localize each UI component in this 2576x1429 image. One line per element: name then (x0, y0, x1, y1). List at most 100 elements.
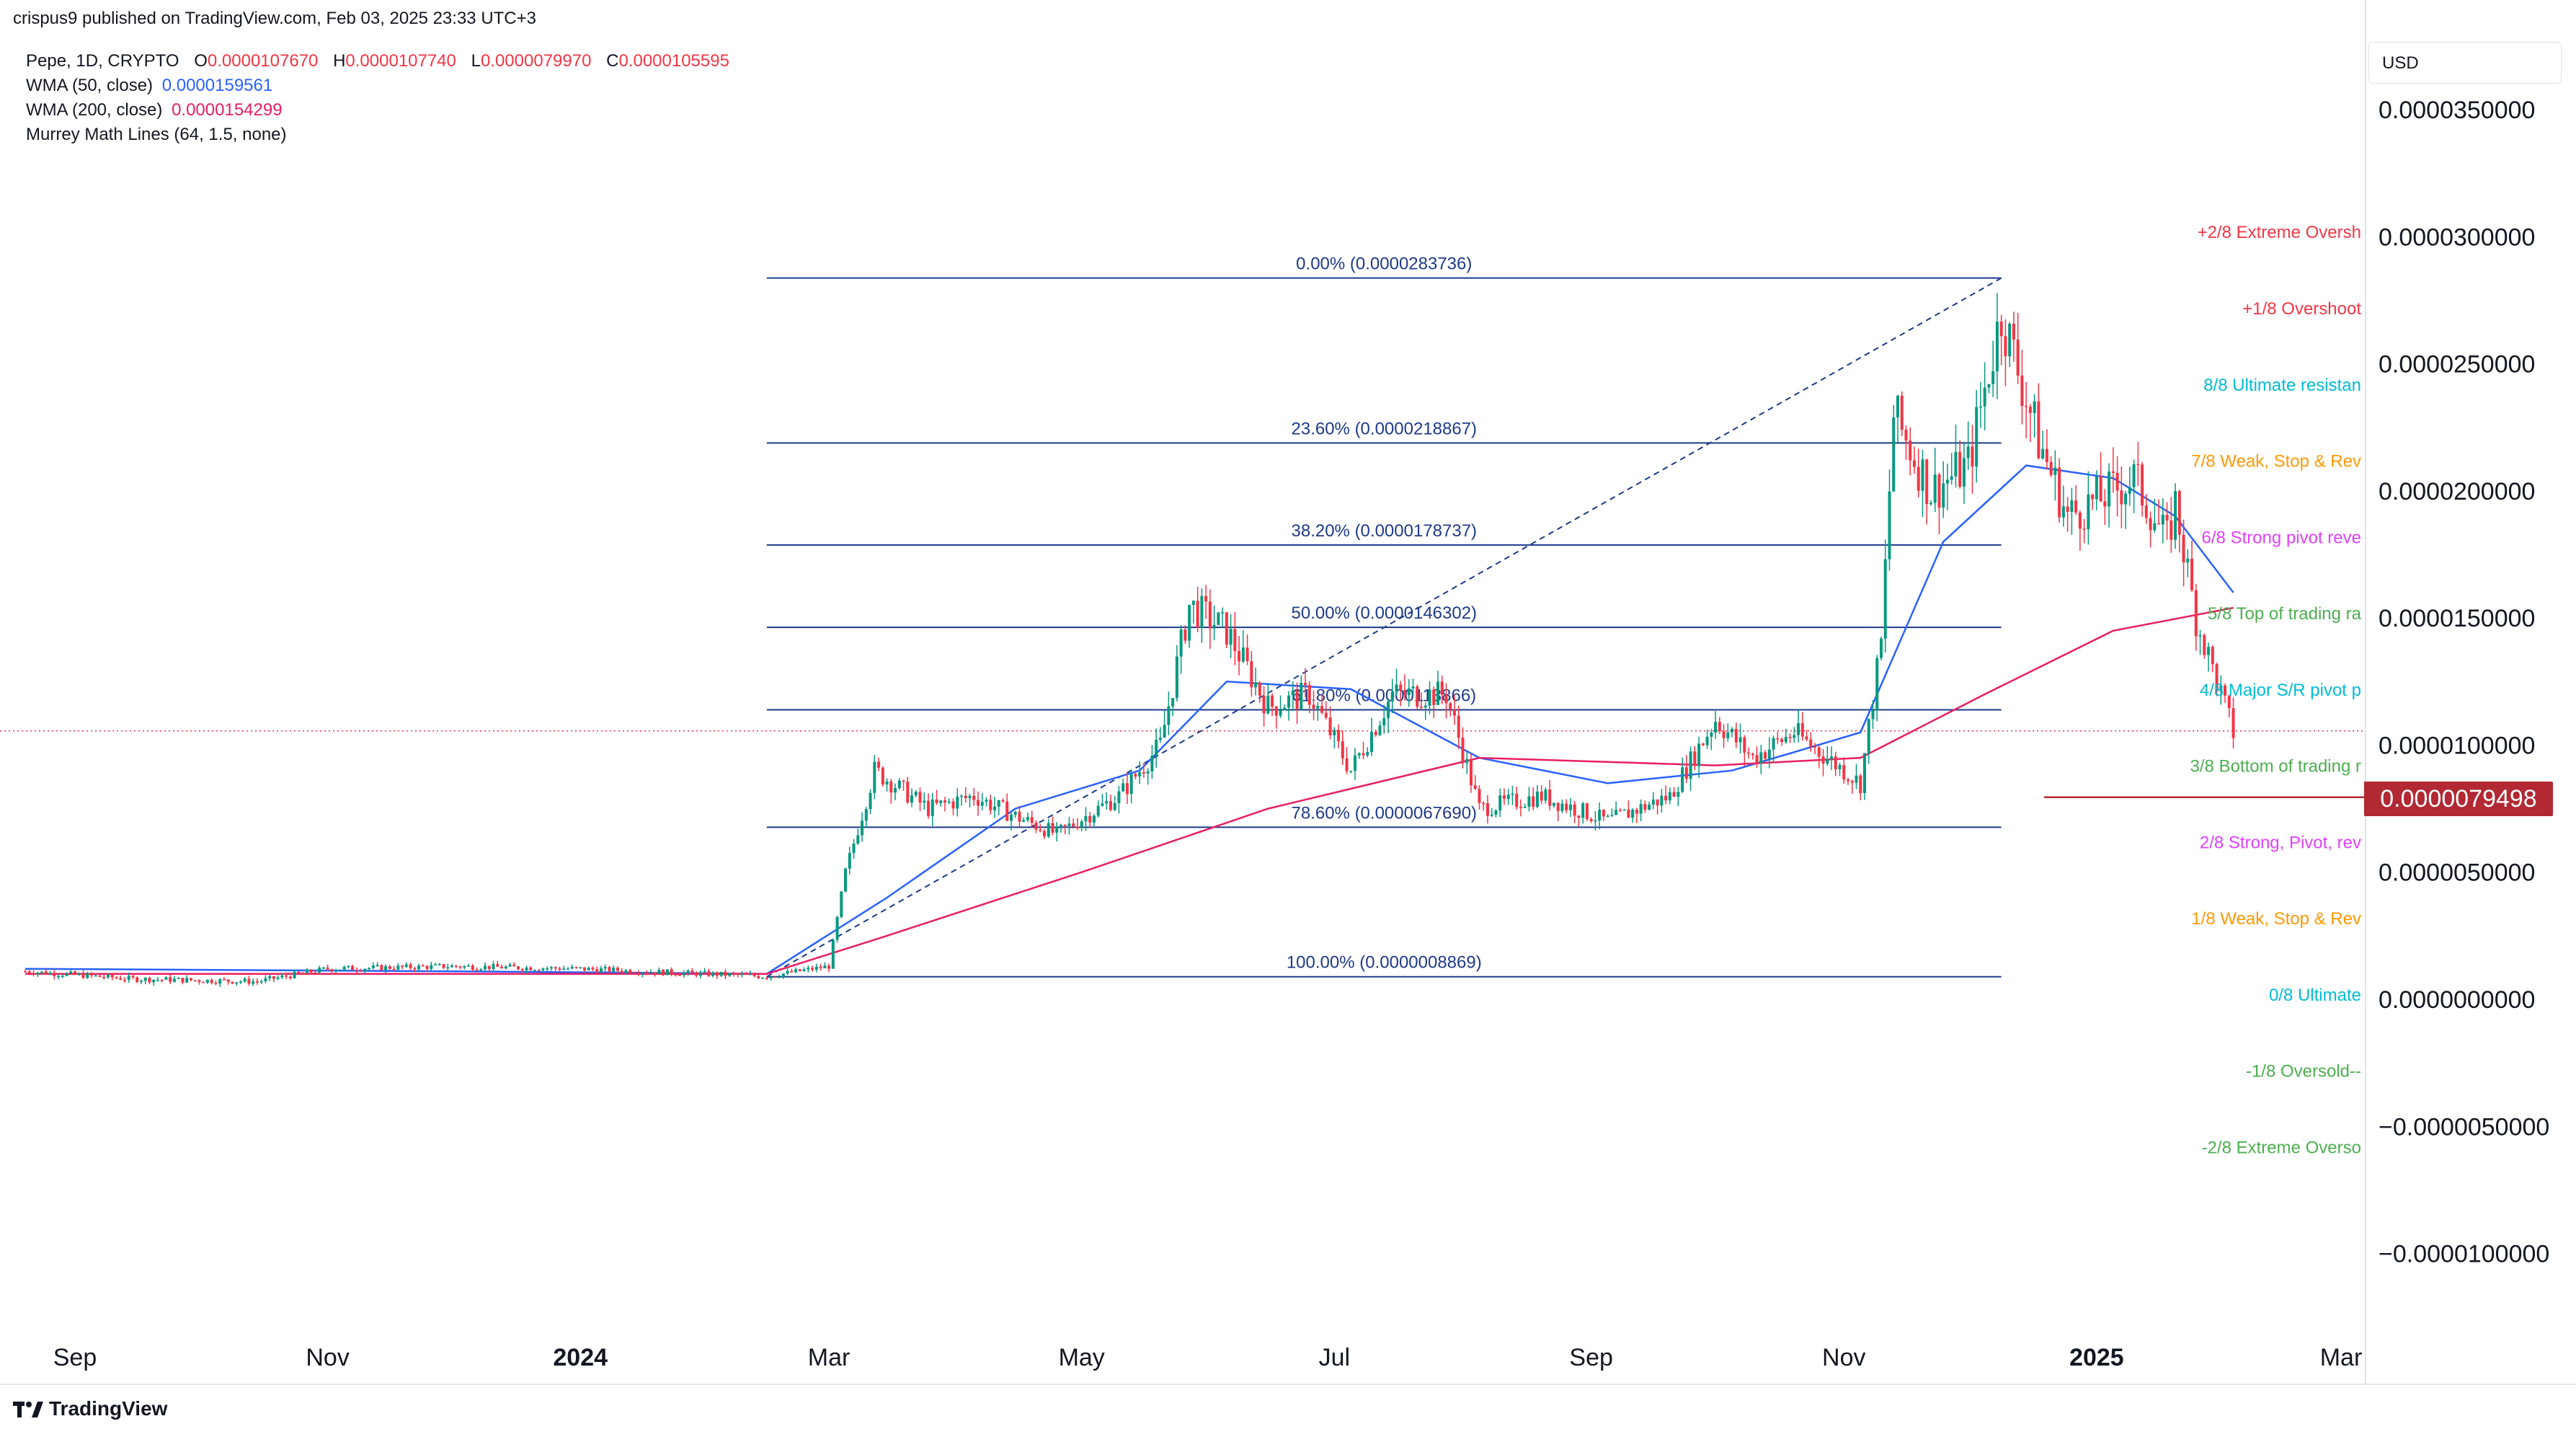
candle-body (438, 964, 441, 965)
candle-body (368, 968, 371, 970)
candle-body (484, 965, 487, 970)
candle-body (976, 800, 980, 806)
candle-body (1693, 751, 1697, 766)
candle-body (620, 970, 623, 973)
candle-body (802, 969, 806, 971)
candle-body (823, 965, 827, 968)
candle-body (848, 853, 851, 869)
candle-body (1279, 710, 1282, 716)
candle-body (1238, 650, 1241, 662)
candle-body (2016, 339, 2020, 376)
candle-body (1113, 802, 1116, 810)
symbol-label[interactable]: Pepe, 1D, CRYPTO (26, 51, 179, 71)
candle-body (1063, 825, 1067, 826)
candle-body (927, 800, 931, 816)
candle-body (835, 916, 839, 940)
candle-body (2132, 464, 2136, 487)
candle-body (243, 978, 247, 982)
candle-body (1432, 689, 1436, 705)
candle-body (442, 964, 445, 968)
candle-body (1324, 712, 1328, 718)
candle-body (603, 967, 607, 969)
wma50-line (25, 464, 2234, 975)
tradingview-logo[interactable]: TradingView (13, 1397, 167, 1420)
candle-body (549, 967, 553, 969)
candle-body (814, 966, 818, 970)
currency-button[interactable]: USD (2368, 42, 2562, 84)
candle-body (392, 968, 396, 970)
candle-body (2061, 506, 2065, 518)
candle-body (413, 968, 417, 970)
candle-body (1535, 791, 1539, 808)
candle-body (520, 969, 524, 970)
candle-body (1191, 601, 1195, 605)
legend-wma200-row[interactable]: WMA (200, close) 0.0000154299 (26, 98, 729, 123)
candle-body (338, 969, 342, 971)
murrey-label: -1/8 Oversold-- (2246, 1062, 2361, 1081)
candle-body (1701, 743, 1705, 746)
candle-body (1171, 698, 1175, 707)
candle-body (1225, 612, 1228, 645)
candle-body (2099, 476, 2102, 502)
candle-body (160, 979, 164, 981)
candle-body (616, 968, 619, 971)
candle-body (1850, 781, 1854, 783)
candle-body (1797, 722, 1800, 735)
candle-body (1995, 322, 1999, 371)
candle-body (1254, 682, 1258, 688)
candle-body (852, 844, 856, 854)
fib-level-label: 0.00% (0.0000283736) (1296, 255, 1472, 274)
candle-body (894, 788, 897, 793)
price-axis-label: 0.0000300000 (2379, 224, 2535, 251)
candle-body (359, 970, 363, 972)
candle-body (86, 973, 89, 978)
candle-body (914, 792, 918, 796)
candle-body (591, 968, 595, 970)
candle-body (376, 965, 379, 967)
candle-body (1387, 701, 1390, 719)
candle-body (1047, 823, 1050, 837)
candle-body (2153, 523, 2157, 531)
candle-body (827, 965, 831, 969)
candle-body (143, 978, 147, 981)
candle-body (1945, 479, 1949, 484)
candle-body (1105, 801, 1109, 804)
fib-level-label: 38.20% (0.0000178737) (1292, 521, 1478, 541)
candle-body (1958, 451, 1962, 487)
candle-body (1651, 799, 1655, 805)
candle-body (1134, 774, 1137, 777)
candle-body (1684, 767, 1688, 779)
candle-body (574, 967, 578, 968)
legend-murrey-row[interactable]: Murrey Math Lines (64, 1.5, none) (26, 123, 729, 147)
candle-body (301, 973, 305, 974)
candle-body (1229, 629, 1233, 645)
candle-body (1001, 800, 1005, 802)
candle-body (1544, 789, 1547, 801)
candle-body (326, 967, 329, 970)
candle-body (98, 975, 102, 977)
candle-body (1743, 737, 1746, 753)
candle-body (309, 969, 313, 973)
candle-body (425, 966, 429, 969)
candle-body (56, 975, 61, 978)
candle-body (2111, 471, 2115, 473)
candle-body (1337, 730, 1341, 742)
candle-body (2169, 520, 2173, 540)
candle-body (897, 780, 901, 789)
candle-body (1034, 823, 1038, 830)
fib-retracement: 0.00% (0.0000283736) 23.60% (0.0000218867… (0, 255, 2366, 978)
candle-body (807, 968, 810, 970)
candle-body (1333, 730, 1336, 735)
legend-wma50-row[interactable]: WMA (50, close) 0.0000159561 (26, 74, 729, 98)
candle-body (740, 973, 744, 975)
candle-body (2012, 323, 2015, 340)
candle-body (1838, 765, 1842, 769)
candle-body (1942, 483, 1945, 508)
candle-body (189, 978, 192, 981)
candle-body (1357, 753, 1361, 756)
candle-body (330, 969, 334, 972)
candle-body (856, 835, 860, 844)
candle-body (653, 972, 657, 975)
candle-body (1718, 722, 1721, 732)
